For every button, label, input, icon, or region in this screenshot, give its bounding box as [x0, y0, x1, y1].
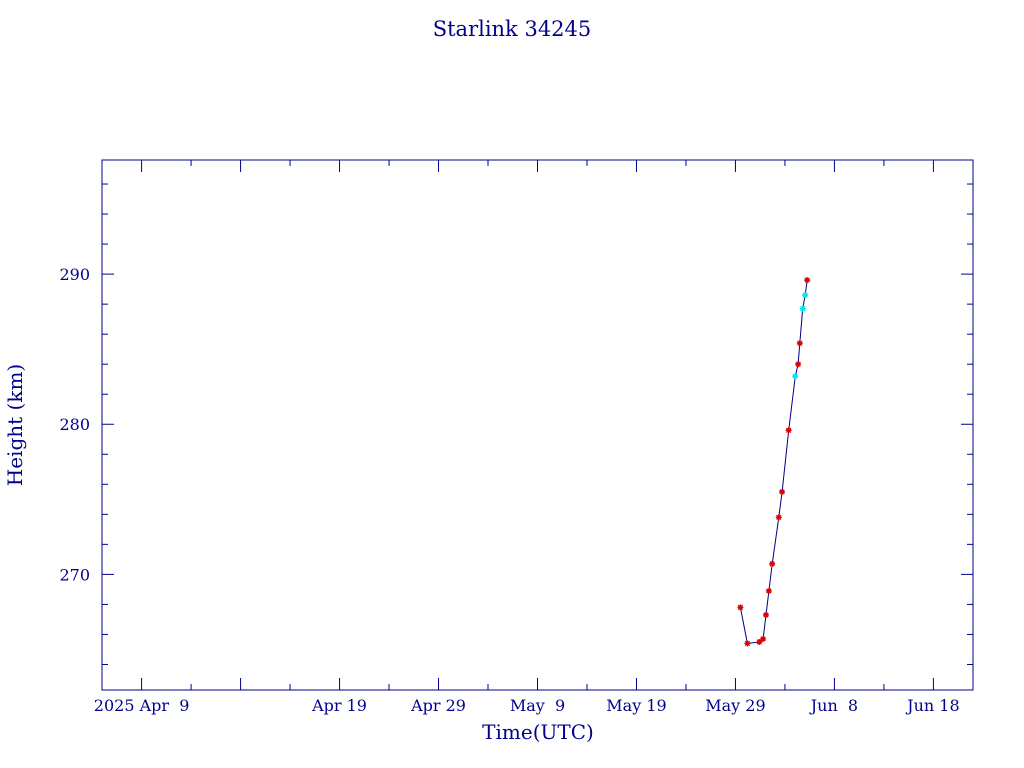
series-line — [739, 280, 808, 645]
chart-title: Starlink 34245 — [433, 17, 592, 41]
series-height — [737, 277, 811, 647]
x-tick-label: Jun 18 — [905, 696, 959, 715]
data-point-marker — [802, 292, 809, 299]
data-point-marker — [765, 587, 772, 594]
data-point-marker — [785, 427, 792, 434]
x-tick-label: May 19 — [606, 696, 666, 715]
data-point-marker — [769, 560, 776, 567]
data-point-marker — [737, 604, 744, 611]
data-point-marker — [779, 488, 786, 495]
data-point-marker — [744, 640, 751, 647]
x-axis-label: Time(UTC) — [482, 720, 594, 744]
data-point-marker — [796, 340, 803, 347]
y-tick-label: 280 — [59, 415, 90, 434]
x-tick-label: 2025 Apr 9 — [94, 696, 190, 715]
data-point-marker — [762, 611, 769, 618]
data-point-marker — [795, 361, 802, 368]
data-point-marker — [792, 373, 799, 380]
y-tick-label: 270 — [59, 565, 90, 584]
x-tick-label: Jun 8 — [809, 696, 858, 715]
y-axis-label: Height (km) — [3, 364, 27, 486]
data-point-marker — [756, 638, 763, 645]
x-tick-label: Apr 19 — [311, 696, 367, 715]
data-point-marker — [760, 635, 767, 642]
plot-frame — [101, 159, 974, 691]
x-tick-label: Apr 29 — [410, 696, 466, 715]
data-point-marker — [799, 305, 806, 312]
axis-ticks — [102, 160, 973, 690]
data-point-marker — [775, 514, 782, 521]
tick-labels: 2025 Apr 9 Apr 19 Apr 29 May 9 May 19 May 29 J… — [59, 265, 959, 715]
x-tick-label: May 29 — [705, 696, 765, 715]
data-point-marker — [804, 277, 811, 284]
x-tick-label: May 9 — [510, 696, 565, 715]
y-tick-label: 290 — [59, 265, 90, 284]
